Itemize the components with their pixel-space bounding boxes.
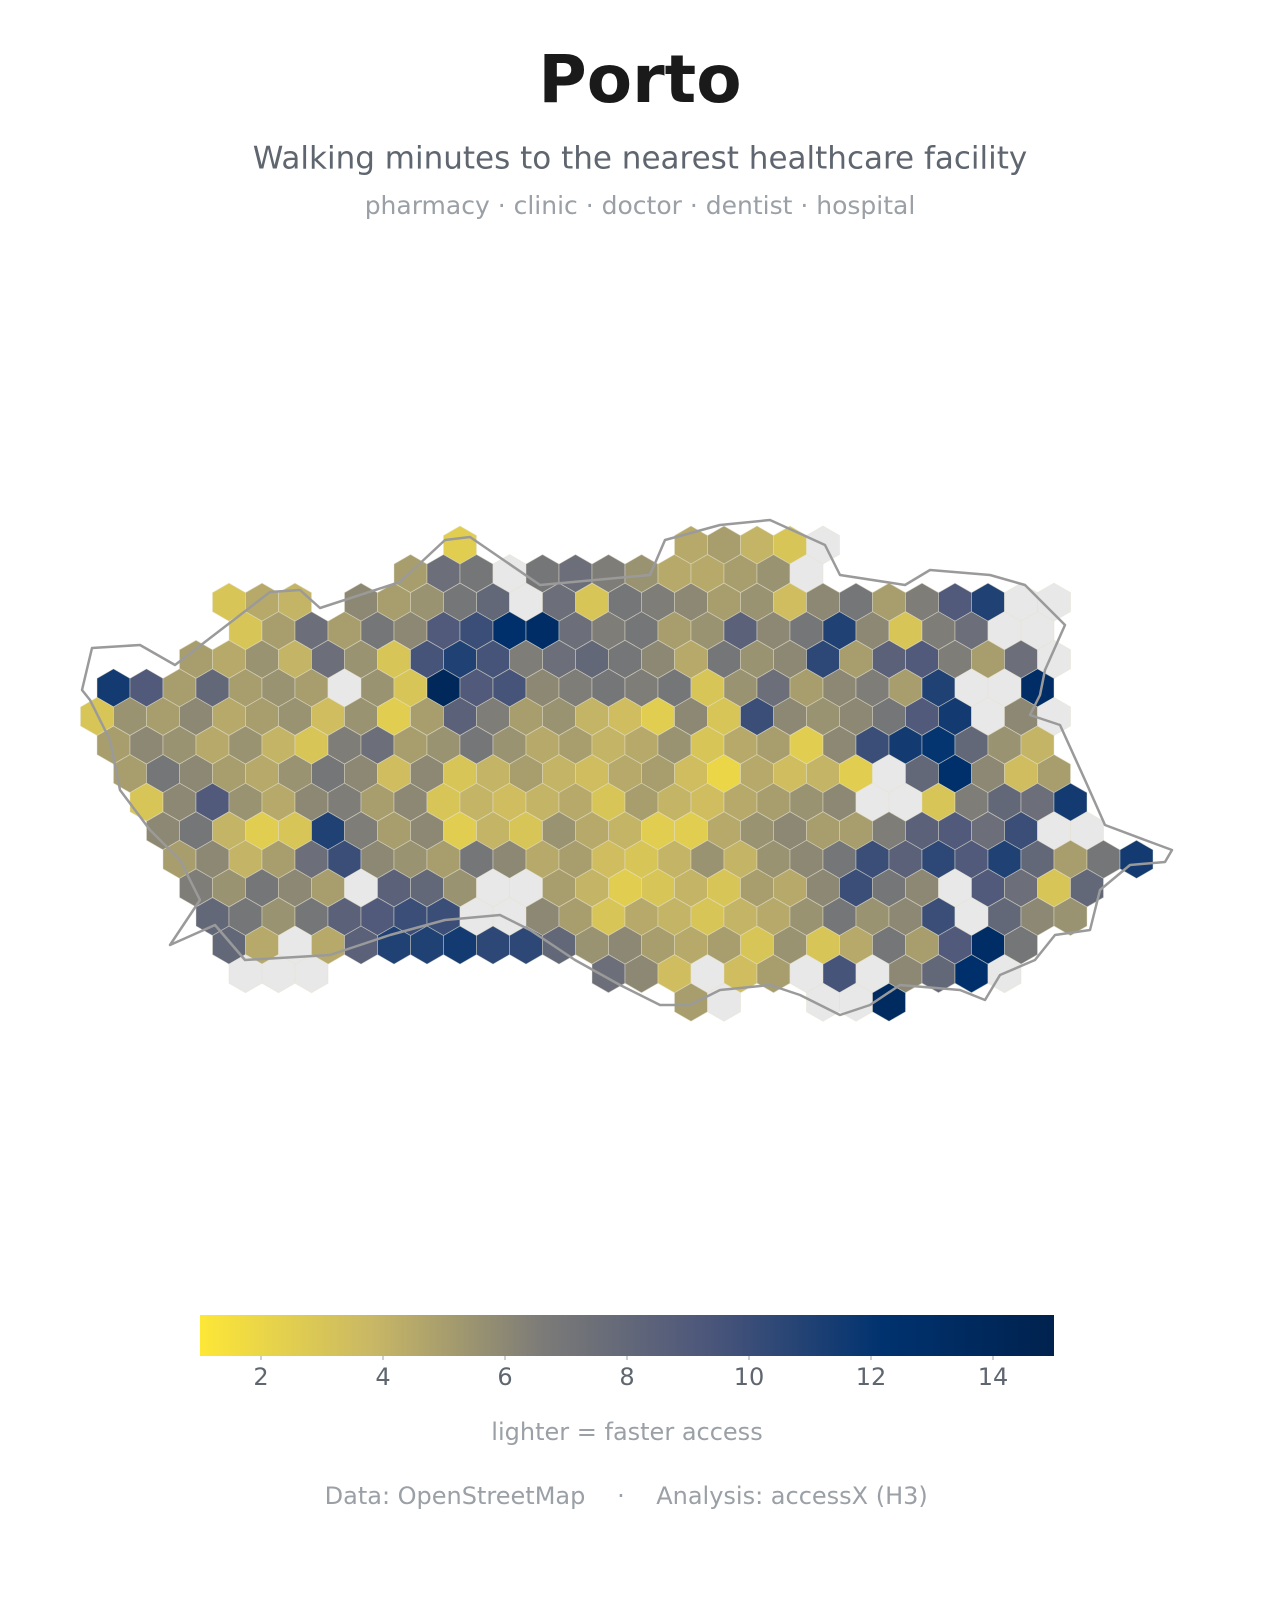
colorbar-tick-label: 4 xyxy=(375,1363,390,1391)
colorbar-tick-label: 6 xyxy=(497,1363,512,1391)
colorbar-tick-label: 10 xyxy=(734,1363,765,1391)
data-source: Data: OpenStreetMap xyxy=(325,1482,586,1510)
facility-types: pharmacy · clinic · doctor · dentist · h… xyxy=(365,191,916,220)
hex-cell xyxy=(1053,897,1088,937)
colorbar-tick-label: 2 xyxy=(253,1363,268,1391)
colorbar-tick-label: 12 xyxy=(856,1363,887,1391)
hex-cell xyxy=(294,954,329,994)
subtitle: Walking minutes to the nearest healthcar… xyxy=(253,141,1028,177)
colorbar-caption: lighter = faster access xyxy=(491,1418,762,1446)
colorbar-tick-label: 8 xyxy=(619,1363,634,1391)
hex-map xyxy=(80,525,1154,1022)
title: Porto xyxy=(538,41,741,118)
hex-cell xyxy=(1119,839,1154,879)
analysis-credit: Analysis: accessX (H3) xyxy=(656,1482,928,1510)
colorbar: 2 4 6 8 10 12 14 xyxy=(200,1315,1054,1391)
colorbar-tick-label: 14 xyxy=(978,1363,1009,1391)
footer-separator: · xyxy=(617,1482,625,1510)
hex-cell xyxy=(872,982,906,1022)
colorbar-scale xyxy=(200,1315,1054,1356)
city-boundary xyxy=(80,518,1174,1017)
